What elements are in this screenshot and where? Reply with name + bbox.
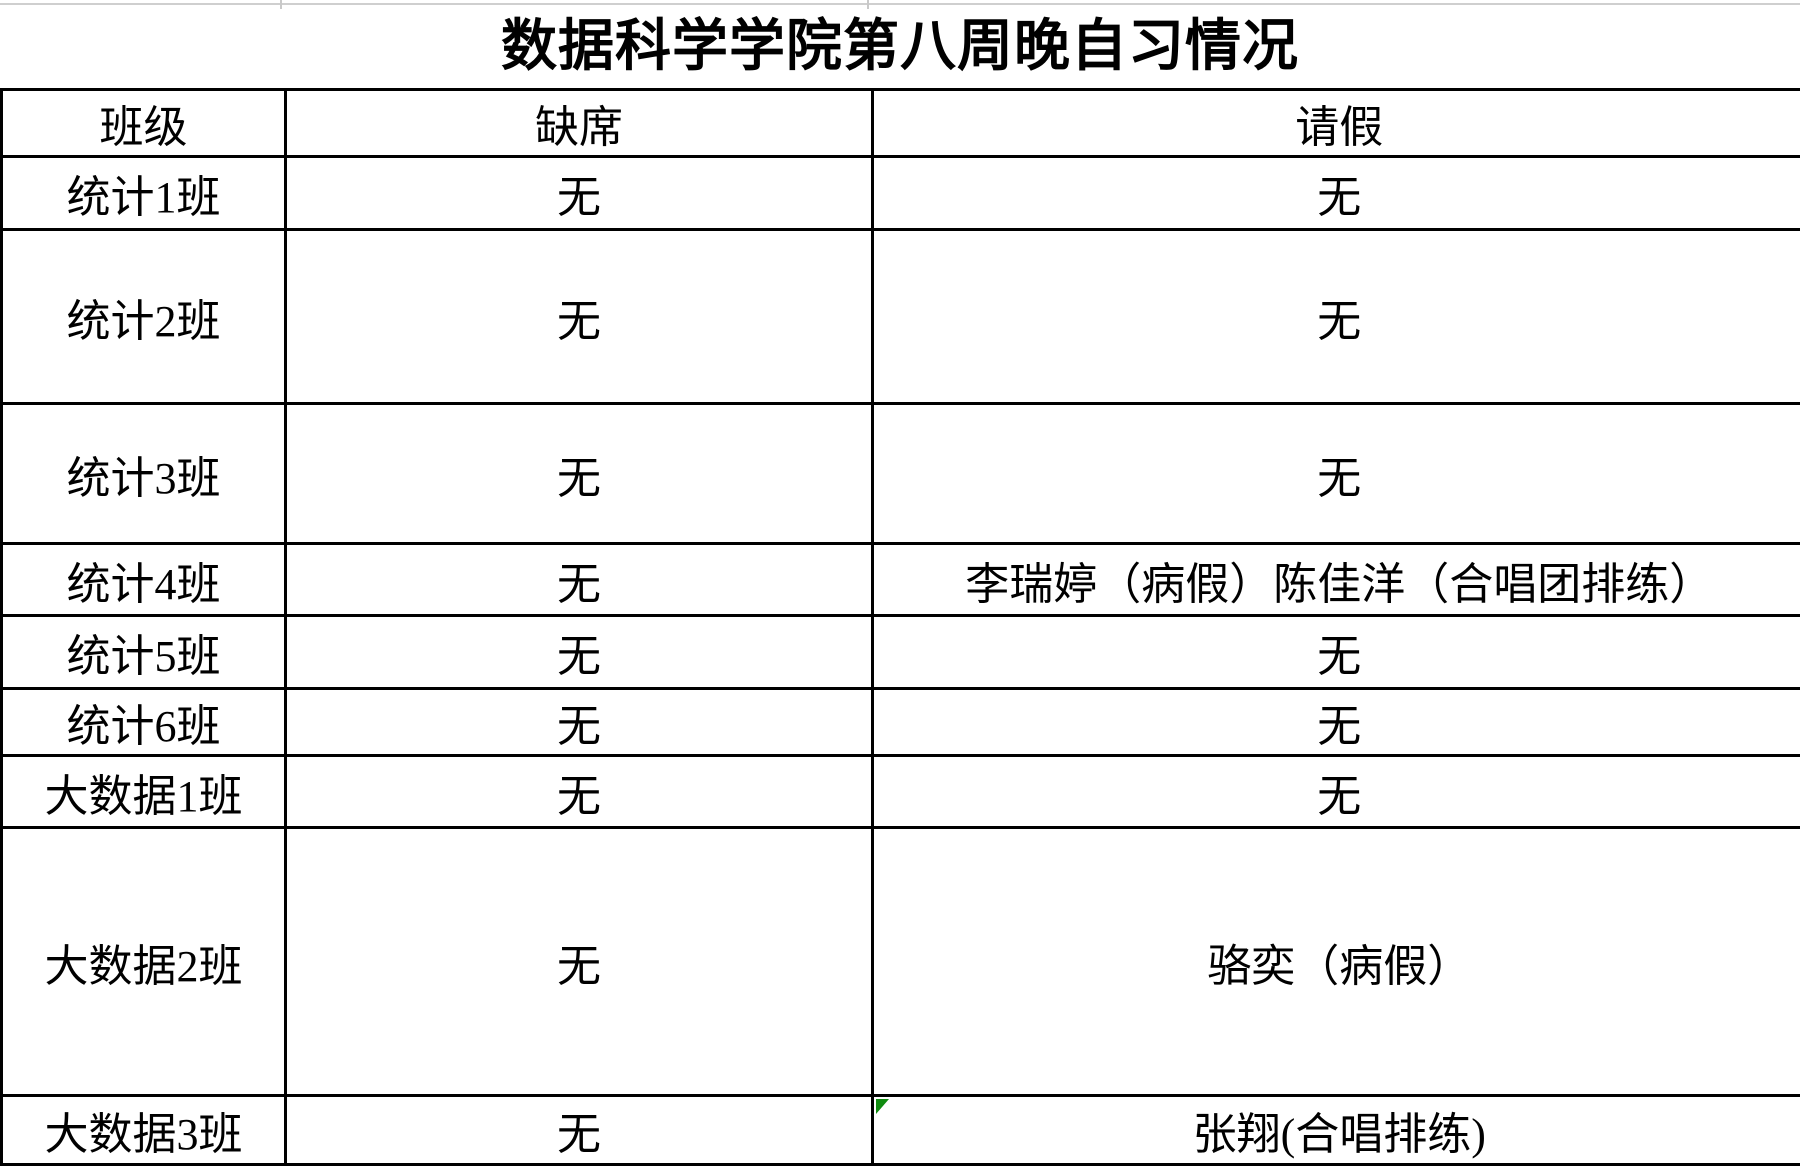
cell-absent[interactable]: 无 (284, 1094, 874, 1166)
cell-leave[interactable]: 无 (871, 228, 1800, 405)
table-row: 统计4班 无 李瑞婷（病假）陈佳洋（合唱团排练） (0, 542, 1800, 617)
cell-class[interactable]: 统计6班 (0, 687, 287, 757)
cell-class[interactable]: 大数据3班 (0, 1094, 287, 1166)
table-row: 大数据3班 无 张翔(合唱排练) (0, 1094, 1800, 1166)
gridline-column-tick (280, 0, 282, 9)
cell-leave[interactable]: 无 (871, 155, 1800, 231)
header-cell-absent[interactable]: 缺席 (284, 88, 874, 158)
table-row: 统计2班 无 无 (0, 228, 1800, 405)
cell-class[interactable]: 统计4班 (0, 542, 287, 617)
cell-leave-text: 张翔(合唱排练) (1192, 1110, 1486, 1159)
cell-class[interactable]: 统计1班 (0, 155, 287, 231)
cell-class[interactable]: 大数据2班 (0, 826, 287, 1097)
cell-leave[interactable]: 无 (871, 687, 1800, 757)
sheet-title-cell[interactable]: 数据科学学院第八周晚自习情况 (501, 16, 1299, 78)
cell-leave[interactable]: 张翔(合唱排练) (871, 1094, 1800, 1166)
table-row: 统计6班 无 无 (0, 687, 1800, 757)
cell-absent[interactable]: 无 (284, 826, 874, 1097)
attendance-table: 班级 缺席 请假 统计1班 无 无 统计2班 无 无 统计3班 无 无 统计4班… (0, 88, 1800, 1166)
cell-absent[interactable]: 无 (284, 228, 874, 405)
cell-flag-triangle-icon (876, 1099, 889, 1114)
cell-absent[interactable]: 无 (284, 687, 874, 757)
header-row: 班级 缺席 请假 (0, 88, 1800, 158)
table-row: 统计3班 无 无 (0, 402, 1800, 545)
cell-leave[interactable]: 无 (871, 754, 1800, 829)
cell-class[interactable]: 统计3班 (0, 402, 287, 545)
cell-absent[interactable]: 无 (284, 542, 874, 617)
cell-leave[interactable]: 无 (871, 402, 1800, 545)
cell-absent[interactable]: 无 (284, 155, 874, 231)
top-gridline (0, 3, 1800, 5)
header-cell-class[interactable]: 班级 (0, 88, 287, 158)
cell-absent[interactable]: 无 (284, 402, 874, 545)
table-row: 统计1班 无 无 (0, 155, 1800, 231)
cell-class[interactable]: 统计2班 (0, 228, 287, 405)
cell-leave[interactable]: 李瑞婷（病假）陈佳洋（合唱团排练） (871, 542, 1800, 617)
cell-class[interactable]: 统计5班 (0, 614, 287, 690)
header-cell-leave[interactable]: 请假 (871, 88, 1800, 158)
cell-class[interactable]: 大数据1班 (0, 754, 287, 829)
table-row: 统计5班 无 无 (0, 614, 1800, 690)
table-row: 大数据1班 无 无 (0, 754, 1800, 829)
gridline-column-tick (867, 0, 869, 9)
cell-leave[interactable]: 骆奕（病假） (871, 826, 1800, 1097)
cell-absent[interactable]: 无 (284, 614, 874, 690)
cell-leave[interactable]: 无 (871, 614, 1800, 690)
table-row: 大数据2班 无 骆奕（病假） (0, 826, 1800, 1097)
cell-absent[interactable]: 无 (284, 754, 874, 829)
